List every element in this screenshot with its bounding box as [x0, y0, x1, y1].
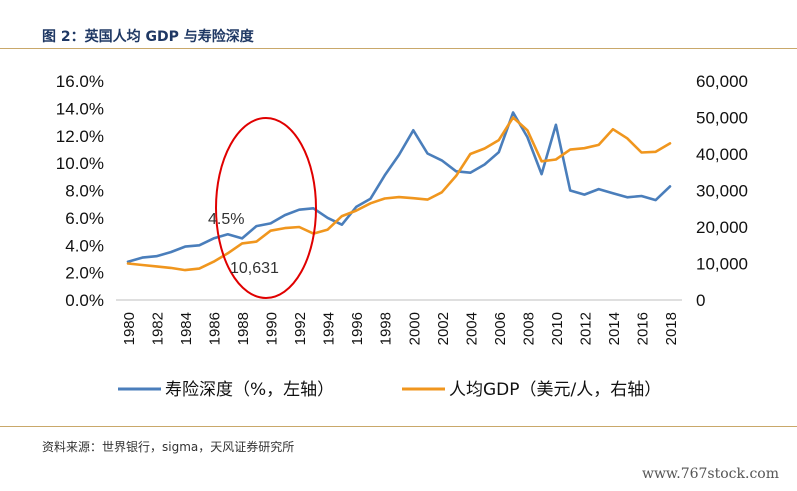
right-tick-label: 0	[696, 291, 705, 310]
left-tick-label: 16.0%	[56, 72, 104, 91]
x-tick-label: 1986	[207, 312, 224, 345]
x-tick-label: 2014	[606, 312, 623, 345]
right-tick-label: 60,000	[696, 72, 748, 91]
x-tick-label: 2000	[406, 312, 423, 345]
annotation-depth: 4.5%	[208, 211, 244, 228]
x-tick-label: 2016	[634, 312, 651, 345]
right-tick-label: 10,000	[696, 255, 748, 274]
top-divider	[0, 48, 797, 49]
source-note: 资料来源：世界银行，sigma，天风证券研究所	[42, 440, 295, 454]
right-tick-label: 20,000	[696, 218, 748, 237]
x-tick-label: 1982	[150, 312, 167, 345]
x-tick-label: 1996	[349, 312, 366, 345]
x-tick-label: 2004	[463, 312, 480, 345]
x-tick-label: 1994	[321, 312, 338, 345]
right-tick-label: 40,000	[696, 145, 748, 164]
legend-label-depth: 寿险深度（%，左轴）	[165, 380, 334, 400]
bottom-divider	[0, 426, 797, 427]
x-tick-label: 1984	[178, 312, 195, 345]
x-tick-label: 2006	[492, 312, 509, 345]
x-tick-label: 2018	[663, 312, 680, 345]
x-axis-ticks: 1980 1982 1984 1986 1988 1990 1992 1994 1996 1998…	[121, 312, 680, 345]
figure-title: 图 2：英国人均 GDP 与寿险深度	[42, 29, 254, 45]
x-tick-label: 2008	[520, 312, 537, 345]
x-tick-label: 2010	[549, 312, 566, 345]
left-tick-label: 14.0%	[56, 99, 104, 118]
watermark: www.767stock.com	[641, 466, 779, 482]
annotation-gdp: 10,631	[230, 260, 279, 277]
left-tick-label: 10.0%	[56, 154, 104, 173]
x-tick-label: 1990	[264, 312, 281, 345]
left-axis-ticks: 0.0% 2.0% 4.0% 6.0% 8.0% 10.0% 12.0% 14.0% 16.0%	[56, 72, 104, 310]
left-tick-label: 2.0%	[65, 264, 104, 283]
x-tick-label: 2012	[577, 312, 594, 345]
left-tick-label: 8.0%	[65, 182, 104, 201]
legend: 寿险深度（%，左轴） 人均GDP（美元/人，右轴）	[118, 380, 661, 400]
x-tick-label: 1980	[121, 312, 138, 345]
highlight-ellipse	[215, 117, 317, 299]
right-axis-ticks: 0 10,000 20,000 30,000 40,000 50,000 60,000	[696, 72, 748, 310]
right-tick-label: 50,000	[696, 109, 748, 128]
left-tick-label: 12.0%	[56, 127, 104, 146]
legend-label-gdp: 人均GDP（美元/人，右轴）	[449, 380, 661, 400]
series-line-gdp-per-capita	[126, 116, 672, 272]
series-line-life-insurance-depth	[126, 111, 672, 264]
right-tick-label: 30,000	[696, 182, 748, 201]
left-tick-label: 0.0%	[65, 291, 104, 310]
x-tick-label: 1988	[235, 312, 252, 345]
x-tick-label: 1992	[292, 312, 309, 345]
series-lines	[126, 111, 672, 272]
x-tick-label: 2002	[435, 312, 452, 345]
x-tick-label: 1998	[378, 312, 395, 345]
left-tick-label: 4.0%	[65, 236, 104, 255]
left-tick-label: 6.0%	[65, 209, 104, 228]
